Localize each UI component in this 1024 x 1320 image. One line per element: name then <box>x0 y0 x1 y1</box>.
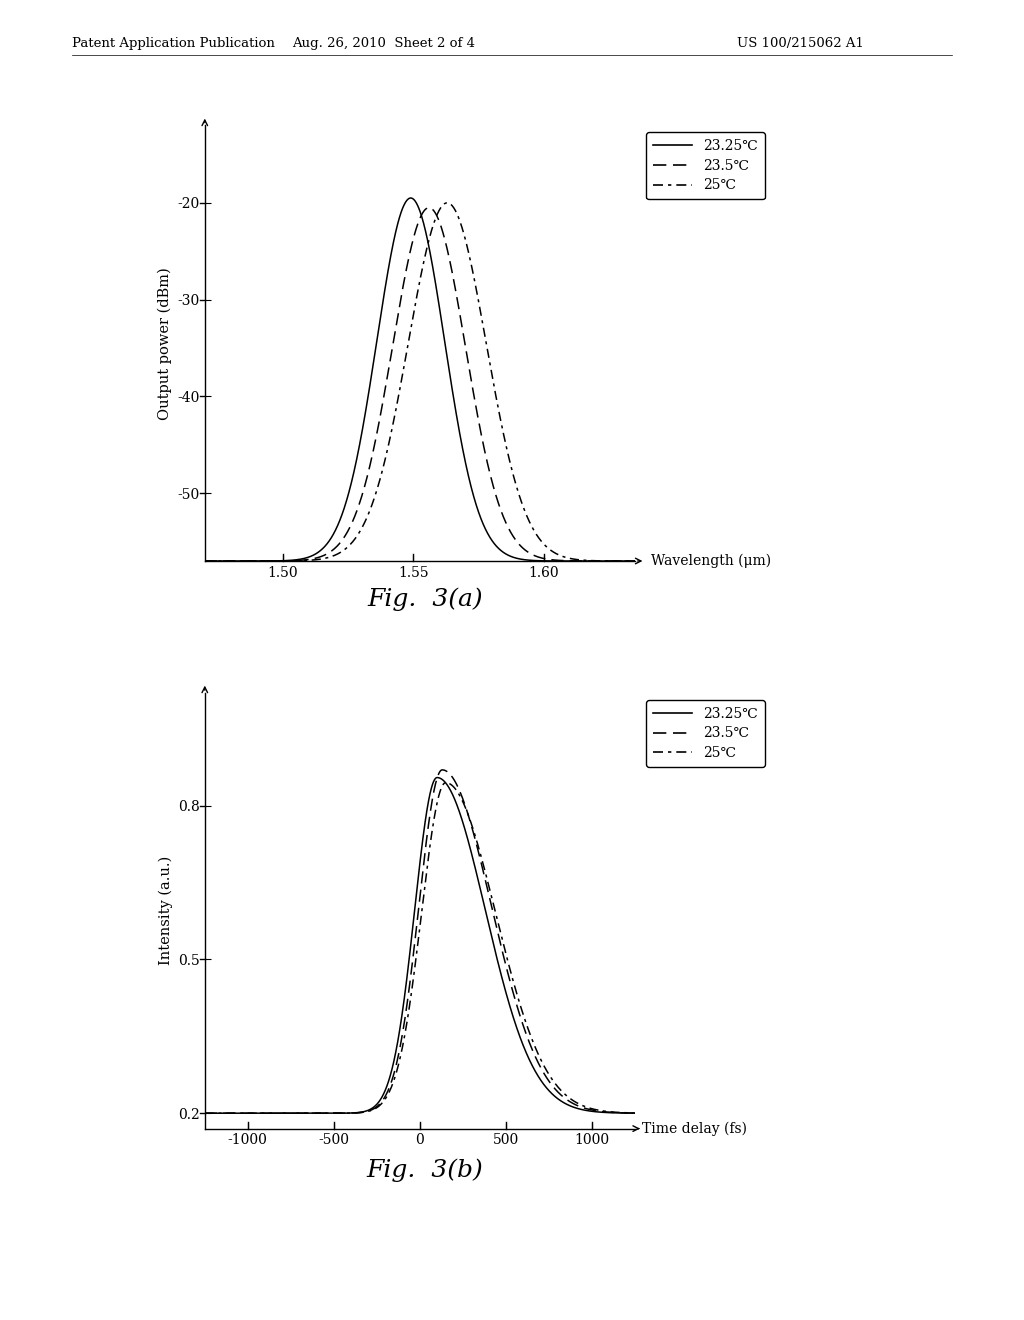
Y-axis label: Intensity (a.u.): Intensity (a.u.) <box>159 857 173 965</box>
Text: Time delay (fs): Time delay (fs) <box>642 1122 746 1135</box>
Text: Wavelength (μm): Wavelength (μm) <box>650 554 771 568</box>
Text: US 100/215062 A1: US 100/215062 A1 <box>737 37 864 50</box>
Text: Fig.  3(b): Fig. 3(b) <box>367 1159 483 1183</box>
Legend: 23.25℃, 23.5℃, 25℃: 23.25℃, 23.5℃, 25℃ <box>646 132 765 199</box>
Text: Fig.  3(a): Fig. 3(a) <box>368 587 482 611</box>
Legend: 23.25℃, 23.5℃, 25℃: 23.25℃, 23.5℃, 25℃ <box>646 700 765 767</box>
Text: Aug. 26, 2010  Sheet 2 of 4: Aug. 26, 2010 Sheet 2 of 4 <box>293 37 475 50</box>
Text: Patent Application Publication: Patent Application Publication <box>72 37 274 50</box>
Y-axis label: Output power (dBm): Output power (dBm) <box>158 267 172 420</box>
